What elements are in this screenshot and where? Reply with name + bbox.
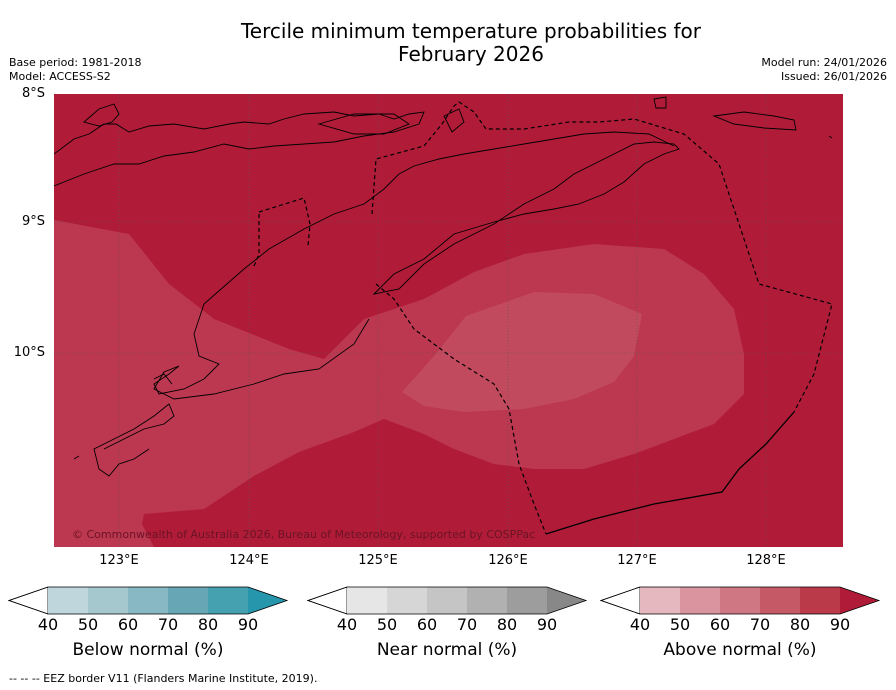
colorbar-tick-label: 40	[336, 615, 358, 634]
lon-label-127e: 127°E	[617, 553, 657, 568]
lon-label-124e: 124°E	[229, 553, 269, 568]
colorbar-extend-right	[840, 587, 879, 614]
map-title: Tercile minimum temperature probabilitie…	[0, 20, 896, 66]
colorbar-tick-label: 40	[37, 615, 59, 634]
colorbar-extend-left	[599, 586, 641, 615]
colorbar-segment	[507, 587, 547, 614]
colorbar-near-normal	[306, 586, 588, 615]
colorbar-label-below: Below normal (%)	[72, 640, 224, 660]
colorbar-segment	[387, 587, 427, 614]
colorbar-tick-label: 90	[536, 615, 558, 634]
colorbar-tick-label: 80	[789, 615, 811, 634]
colorbar-segment	[640, 587, 680, 614]
model-name: Model: ACCESS-S2	[9, 70, 111, 83]
colorbar-outline	[599, 586, 881, 615]
colorbar-tick-label: 50	[669, 615, 691, 634]
colorbar-segment	[48, 587, 88, 614]
colorbars	[7, 586, 881, 615]
graticule	[54, 94, 843, 547]
colorbar-tick-label: 50	[77, 615, 99, 634]
colorbar-segment	[760, 587, 800, 614]
eez-border	[253, 101, 833, 535]
issued-date: Issued: 26/01/2026	[780, 70, 887, 83]
lat-label-8s: 8°S	[21, 86, 45, 101]
colorbar-tick-label: 90	[237, 615, 259, 634]
model-run: Model run: 24/01/2026	[761, 56, 887, 69]
lon-label-125e: 125°E	[358, 553, 398, 568]
colorbar-segment	[88, 587, 128, 614]
map-copyright: © Commonwealth of Australia 2026, Bureau…	[72, 528, 535, 541]
colorbar-segment	[680, 587, 720, 614]
lat-label-9s: 9°S	[21, 214, 45, 229]
colorbar-extend-left	[7, 586, 49, 615]
colorbar-tick-label: 70	[749, 615, 771, 634]
colorbar-below-normal	[7, 586, 289, 615]
colorbar-tick-label: 50	[376, 615, 398, 634]
colorbar-outline	[306, 586, 588, 615]
lat-label-10s: 10°S	[13, 345, 45, 360]
eez-legend-note: -- -- -- EEZ border V11 (Flanders Marine…	[9, 672, 318, 685]
colorbar-segment	[720, 587, 760, 614]
lon-label-123e: 123°E	[99, 553, 139, 568]
colorbar-segment	[467, 587, 507, 614]
colorbar-segment	[800, 587, 840, 614]
colorbar-above-normal	[599, 586, 881, 615]
lon-label-128e: 128°E	[746, 553, 786, 568]
colorbar-tick-label: 60	[416, 615, 438, 634]
eez-solid-segment	[545, 411, 795, 535]
colorbar-tick-label: 70	[456, 615, 478, 634]
coastlines	[54, 96, 833, 477]
title-line-2: February 2026	[398, 42, 544, 66]
colorbar-tick-label: 60	[117, 615, 139, 634]
colorbar-segment	[208, 587, 248, 614]
colorbar-extend-right	[547, 587, 586, 614]
probability-map: © Commonwealth of Australia 2026, Bureau…	[54, 94, 843, 547]
colorbar-tick-label: 80	[496, 615, 518, 634]
colorbar-outline	[7, 586, 289, 615]
colorbar-tick-label: 60	[709, 615, 731, 634]
colorbar-label-near: Near normal (%)	[376, 640, 518, 660]
colorbar-tick-label: 40	[629, 615, 651, 634]
colorbar-segment	[128, 587, 168, 614]
base-period: Base period: 1981-2018	[9, 56, 142, 69]
probability-region-70	[402, 292, 642, 412]
colorbar-extend-left	[306, 586, 348, 615]
colorbar-extend-right	[248, 587, 287, 614]
colorbar-segment	[168, 587, 208, 614]
colorbar-segment	[427, 587, 467, 614]
colorbar-segment	[347, 587, 387, 614]
colorbar-tick-label: 80	[197, 615, 219, 634]
colorbar-label-above: Above normal (%)	[663, 640, 817, 660]
colorbar-tick-label: 70	[157, 615, 179, 634]
title-line-1: Tercile minimum temperature probabilitie…	[240, 19, 702, 43]
meta-right: Model run: 24/01/2026 Issued: 26/01/2026	[761, 56, 887, 84]
meta-left: Base period: 1981-2018 Model: ACCESS-S2	[9, 56, 141, 84]
lon-label-126e: 126°E	[488, 553, 528, 568]
colorbar-tick-label: 90	[829, 615, 851, 634]
